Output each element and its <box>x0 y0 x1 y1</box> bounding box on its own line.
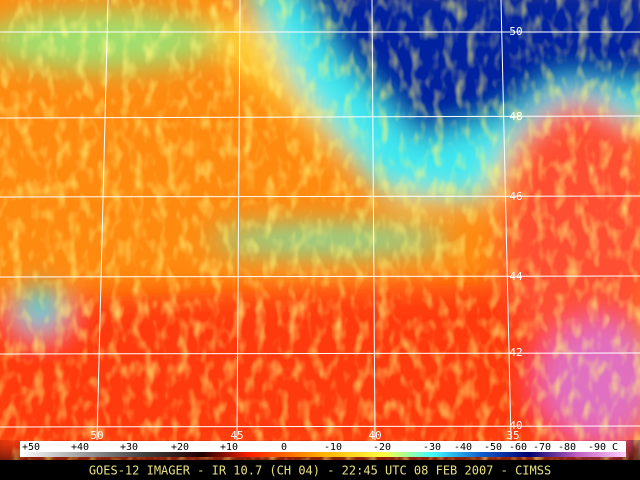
latitude-label: 44 <box>509 270 523 283</box>
colorbar-label: +20 <box>171 442 189 453</box>
colorbar-label: -10 <box>324 442 342 453</box>
grid-line <box>0 275 640 278</box>
latitude-label: 50 <box>509 25 522 38</box>
colorbar-label: -90 C <box>588 442 618 453</box>
colorbar-label: -60 <box>509 442 527 453</box>
grid-line <box>0 425 640 428</box>
colorbar-label: +30 <box>120 442 138 453</box>
longitude-label: 35 <box>506 429 519 442</box>
longitude-label: 50 <box>90 429 103 442</box>
latitude-label: 40 <box>509 419 522 432</box>
colorbar-label: +10 <box>220 442 238 453</box>
longitude-labels: 50 45 40 35 <box>90 429 519 442</box>
grid-line <box>371 0 376 441</box>
latitude-labels: 50 48 46 44 42 40 <box>509 25 523 432</box>
grid-line <box>0 195 640 198</box>
latitude-label: 42 <box>509 346 522 359</box>
colorbar-label: 0 <box>281 442 287 453</box>
colorbar-labels: +50 +40 +30 +20 +10 0 -10 -20 -30 -40 -50 -60 -70 -80… <box>22 442 618 453</box>
colorbar-label: -20 <box>373 442 391 453</box>
colorbar-label: -50 <box>484 442 502 453</box>
colorbar-label: +40 <box>71 442 89 453</box>
longitude-label: 45 <box>230 429 243 442</box>
caption: GOES-12 IMAGER - IR 10.7 (CH 04) - 22:45… <box>89 464 551 478</box>
latitude-label: 46 <box>509 190 522 203</box>
latitude-label: 48 <box>509 110 522 123</box>
grid-line <box>500 0 512 441</box>
grid-line <box>236 0 241 441</box>
grid-line <box>0 352 640 355</box>
imagery <box>0 0 640 460</box>
lat-lon-grid <box>0 0 640 441</box>
grid-line <box>0 115 640 119</box>
grid-line <box>96 0 109 441</box>
colorbar-label: -40 <box>454 442 472 453</box>
colorbar-label: +50 <box>22 442 40 453</box>
colorbar-label: -80 <box>558 442 576 453</box>
longitude-label: 40 <box>368 429 381 442</box>
colorbar-label: -30 <box>423 442 441 453</box>
colorbar-label: -70 <box>533 442 551 453</box>
colorbar-ramp <box>20 452 626 457</box>
caption-bar <box>0 460 640 480</box>
